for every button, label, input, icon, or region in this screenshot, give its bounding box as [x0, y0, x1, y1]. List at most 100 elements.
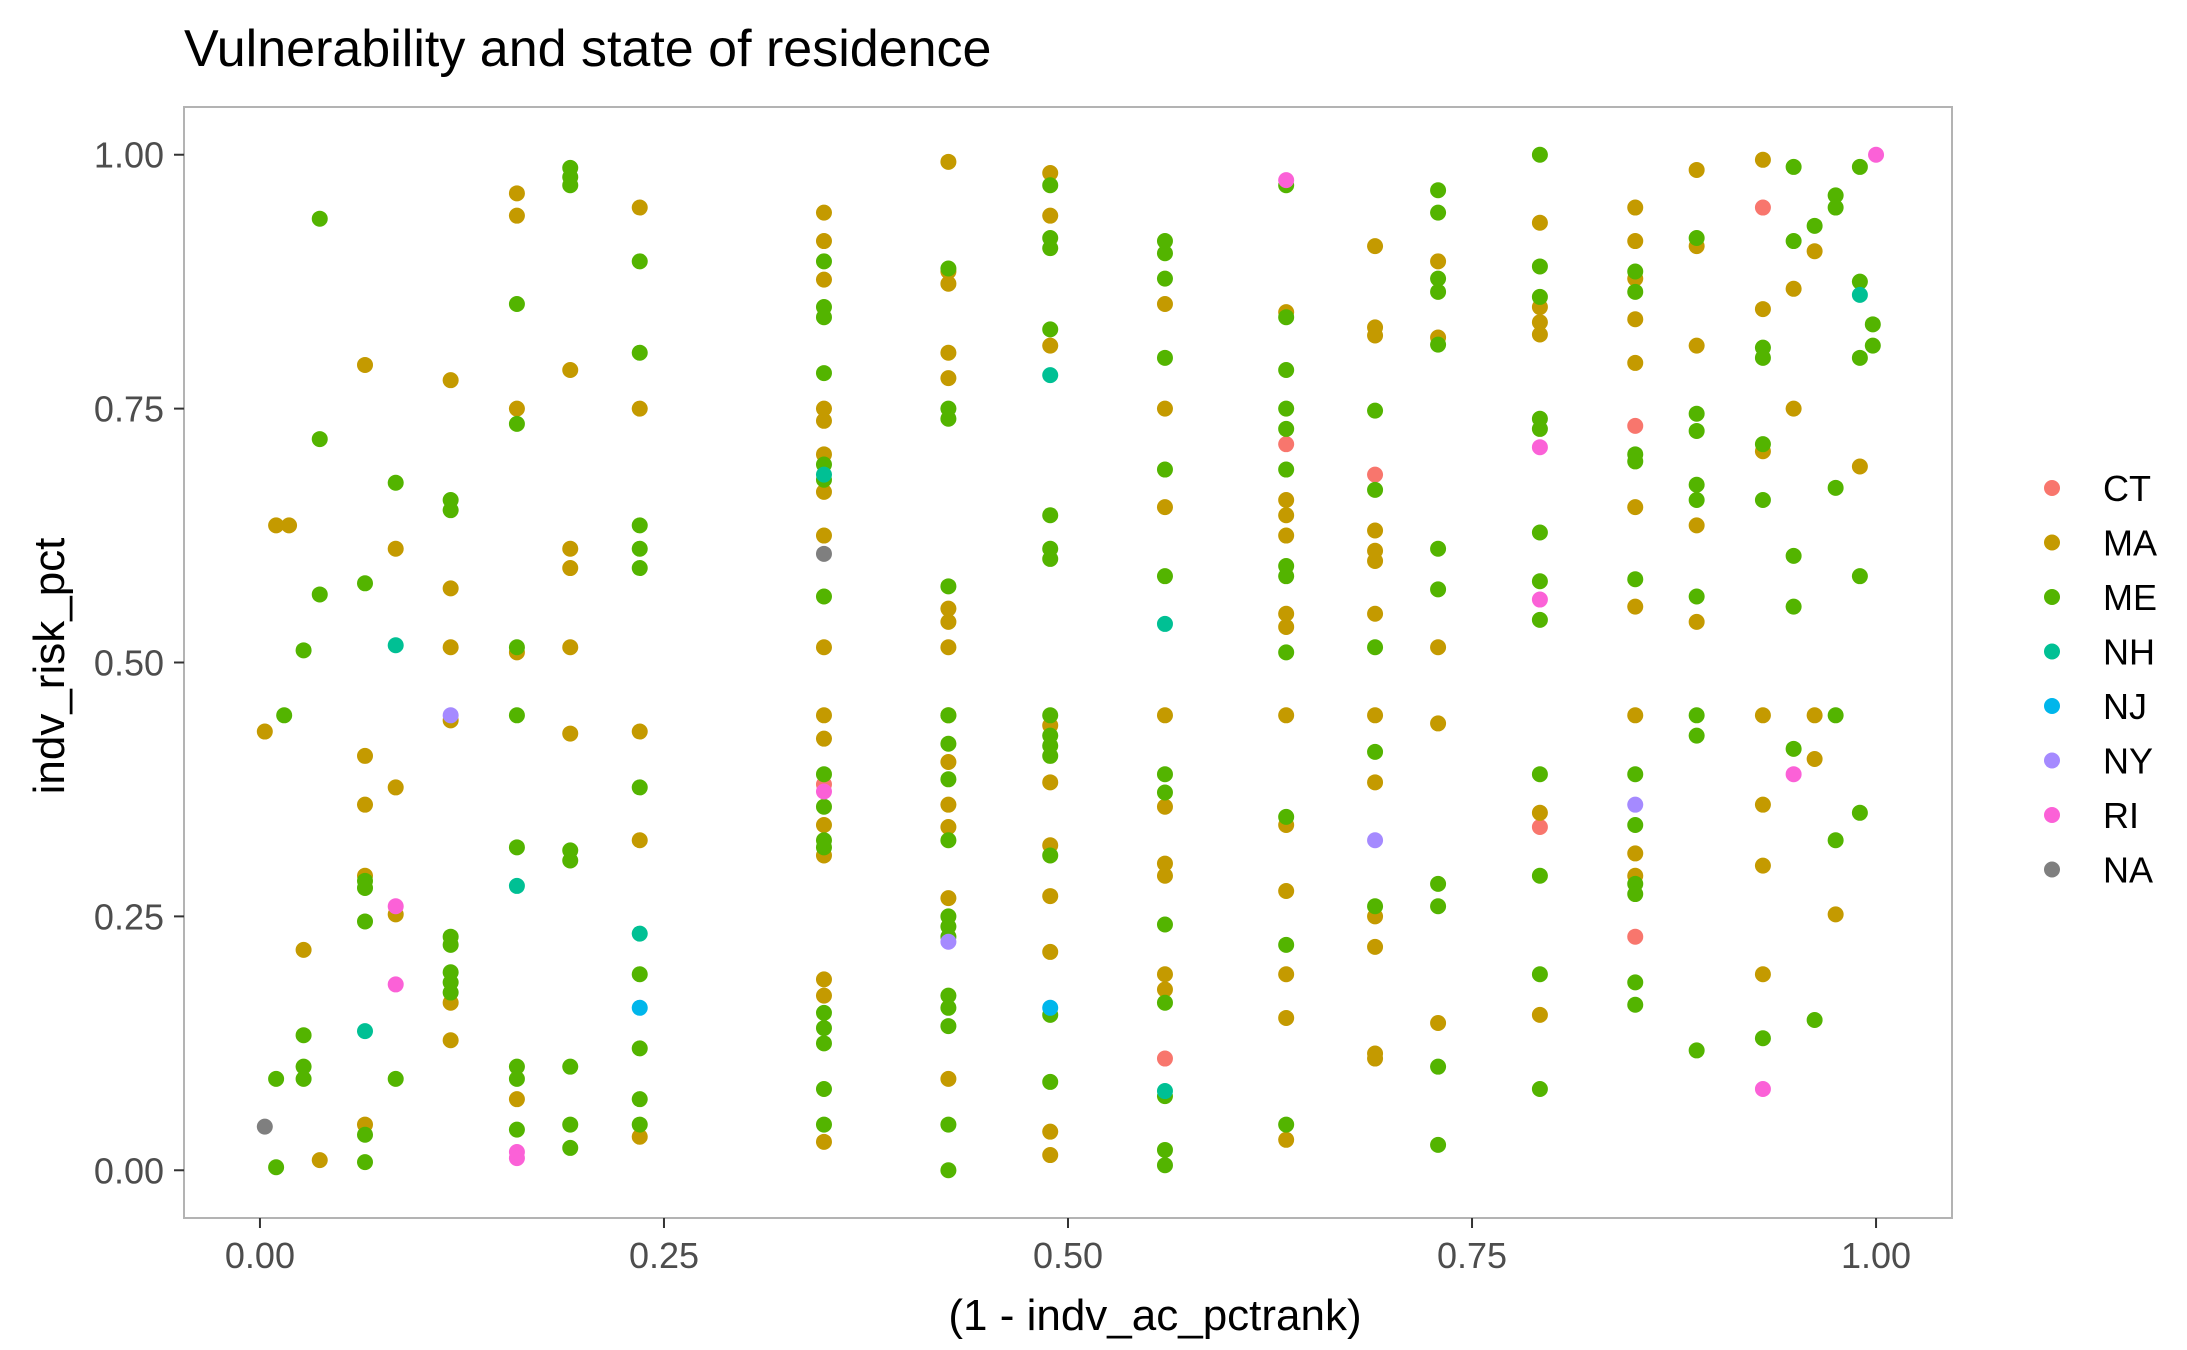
point-ma	[815, 971, 832, 988]
point-ma	[940, 1070, 957, 1087]
point-me	[1627, 263, 1644, 280]
x-tick-label: 0.75	[1437, 1235, 1507, 1276]
point-ct	[1531, 819, 1548, 836]
point-me	[1278, 568, 1295, 585]
point-ma	[1156, 981, 1173, 998]
point-me	[1531, 420, 1548, 437]
point-me	[508, 1058, 525, 1075]
point-ma	[508, 400, 525, 417]
plot-panel	[183, 106, 1953, 1219]
point-me	[1042, 321, 1059, 338]
point-me	[1688, 588, 1705, 605]
point-ma	[631, 723, 648, 740]
point-me	[1430, 1136, 1447, 1153]
point-ma	[940, 796, 957, 813]
point-me	[1827, 832, 1844, 849]
point-me	[815, 253, 832, 270]
point-me	[1851, 273, 1868, 290]
point-me	[1042, 847, 1059, 864]
point-ma	[1156, 707, 1173, 724]
point-ma	[1042, 1147, 1059, 1164]
legend-label: MA	[2103, 523, 2157, 564]
point-me	[1531, 1081, 1548, 1098]
point-me	[1688, 707, 1705, 724]
point-me	[815, 1081, 832, 1098]
y-axis-label: indv_risk_pct	[25, 538, 74, 795]
point-ma	[940, 613, 957, 630]
point-me	[562, 1058, 579, 1075]
point-me	[1827, 187, 1844, 204]
point-ct	[1278, 436, 1295, 453]
point-me	[1042, 240, 1059, 257]
point-me	[631, 779, 648, 796]
point-ri	[387, 976, 404, 993]
point-ma	[1367, 552, 1384, 569]
point-ma	[508, 185, 525, 202]
point-me	[815, 365, 832, 382]
point-me	[276, 707, 293, 724]
point-me	[1367, 402, 1384, 419]
point-me	[1531, 146, 1548, 163]
point-me	[1531, 258, 1548, 275]
point-me	[1430, 270, 1447, 287]
point-me	[1430, 540, 1447, 557]
point-me	[1627, 766, 1644, 783]
point-ma	[1156, 867, 1173, 884]
point-me	[1042, 747, 1059, 764]
point-ma	[1278, 618, 1295, 635]
point-me	[508, 1121, 525, 1138]
point-me	[1430, 898, 1447, 915]
point-me	[1430, 581, 1447, 598]
point-me	[815, 1004, 832, 1021]
point-nh	[357, 1023, 374, 1040]
point-ma	[281, 517, 298, 534]
point-me	[1688, 476, 1705, 493]
point-me	[1430, 1058, 1447, 1075]
point-me	[1156, 245, 1173, 262]
point-me	[1430, 875, 1447, 892]
point-me	[815, 309, 832, 326]
point-me	[1367, 481, 1384, 498]
legend-key-me	[2044, 589, 2060, 605]
point-me	[815, 766, 832, 783]
point-me	[1156, 784, 1173, 801]
point-ma	[1754, 301, 1771, 318]
point-me	[1531, 288, 1548, 305]
y-tick-label: 0.75	[94, 389, 164, 430]
point-me	[1042, 1073, 1059, 1090]
point-me	[1806, 1011, 1823, 1028]
point-me	[1627, 974, 1644, 991]
legend-label: CT	[2103, 468, 2151, 509]
point-me	[1531, 611, 1548, 628]
point-ma	[815, 987, 832, 1004]
point-me	[1278, 309, 1295, 326]
point-ma	[815, 400, 832, 417]
point-me	[295, 1027, 312, 1044]
point-me	[1367, 639, 1384, 656]
point-me	[508, 1070, 525, 1087]
point-ma	[1754, 966, 1771, 983]
point-nh	[815, 466, 832, 483]
point-me	[940, 1116, 957, 1133]
point-me	[631, 253, 648, 270]
point-ma	[815, 233, 832, 250]
point-me	[940, 410, 957, 427]
point-ma	[1627, 499, 1644, 516]
point-me	[1851, 568, 1868, 585]
point-me	[562, 1139, 579, 1156]
point-ma	[1042, 1123, 1059, 1140]
point-me	[1156, 916, 1173, 933]
point-ma	[1278, 882, 1295, 899]
point-na	[256, 1118, 273, 1135]
legend-key-ct	[2044, 480, 2060, 496]
point-ny	[1367, 832, 1384, 849]
point-me	[508, 415, 525, 432]
point-ma	[1042, 207, 1059, 224]
point-me	[562, 1116, 579, 1133]
point-me	[1278, 362, 1295, 379]
point-me	[1785, 158, 1802, 175]
point-ma	[442, 639, 459, 656]
point-nh	[1156, 1083, 1173, 1100]
point-ma	[1430, 253, 1447, 270]
